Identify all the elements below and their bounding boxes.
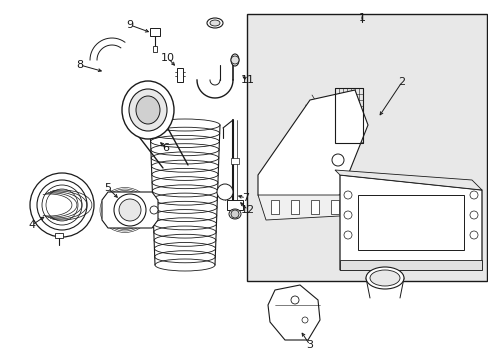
Bar — [153, 46, 157, 52]
Polygon shape — [339, 175, 481, 270]
Polygon shape — [267, 285, 319, 340]
Bar — [230, 158, 239, 164]
Text: 6: 6 — [162, 143, 169, 153]
Bar — [177, 68, 183, 82]
Text: 4: 4 — [28, 220, 36, 230]
Bar — [330, 200, 338, 214]
Ellipse shape — [136, 96, 160, 124]
Text: 7: 7 — [242, 193, 249, 203]
Circle shape — [230, 210, 239, 218]
Circle shape — [119, 199, 141, 221]
Circle shape — [469, 191, 477, 199]
Bar — [290, 200, 298, 214]
Text: 11: 11 — [241, 75, 254, 85]
Bar — [246, 14, 486, 281]
Bar — [270, 200, 279, 214]
Bar — [226, 200, 243, 210]
Ellipse shape — [122, 81, 174, 139]
Circle shape — [217, 184, 232, 200]
Polygon shape — [339, 260, 481, 270]
Text: 9: 9 — [126, 20, 133, 30]
Ellipse shape — [206, 18, 223, 28]
Circle shape — [302, 317, 307, 323]
Circle shape — [343, 231, 351, 239]
Bar — [150, 28, 160, 36]
Ellipse shape — [369, 270, 399, 286]
Circle shape — [290, 296, 298, 304]
Ellipse shape — [365, 267, 403, 289]
Ellipse shape — [209, 20, 220, 26]
Text: 3: 3 — [306, 340, 313, 350]
Bar — [334, 88, 362, 143]
Circle shape — [343, 191, 351, 199]
Circle shape — [469, 231, 477, 239]
Bar — [357, 195, 463, 250]
Text: 5: 5 — [104, 183, 111, 193]
Circle shape — [114, 194, 146, 226]
Bar — [55, 233, 63, 238]
Circle shape — [230, 56, 239, 64]
Text: 8: 8 — [76, 60, 83, 70]
Polygon shape — [258, 195, 357, 220]
Bar — [310, 200, 318, 214]
Ellipse shape — [228, 209, 241, 219]
Text: 10: 10 — [161, 53, 175, 63]
Circle shape — [469, 211, 477, 219]
Circle shape — [150, 206, 158, 214]
Text: 2: 2 — [398, 77, 405, 87]
Ellipse shape — [129, 89, 167, 131]
Circle shape — [343, 211, 351, 219]
Polygon shape — [334, 170, 481, 190]
Polygon shape — [102, 192, 158, 228]
Polygon shape — [258, 90, 367, 215]
Text: 1: 1 — [358, 13, 365, 23]
Circle shape — [331, 154, 343, 166]
Text: 12: 12 — [241, 205, 255, 215]
Ellipse shape — [230, 54, 239, 66]
